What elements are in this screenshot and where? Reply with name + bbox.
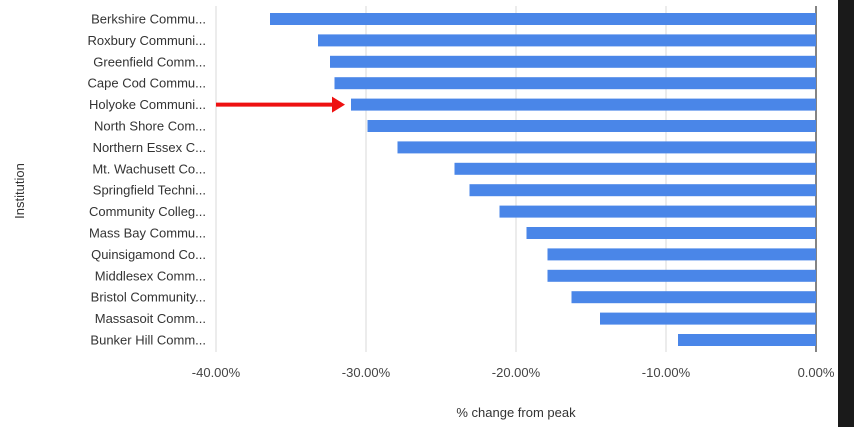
- bar: [318, 34, 816, 47]
- x-tick-label: 0.00%: [798, 365, 835, 380]
- bar: [600, 312, 816, 325]
- x-tick-label: -30.00%: [342, 365, 391, 380]
- category-label: North Shore Com...: [94, 119, 206, 134]
- category-label: Community Colleg...: [89, 204, 206, 219]
- category-label: Holyoke Communi...: [89, 97, 206, 112]
- category-label: Springfield Techni...: [93, 183, 206, 198]
- x-axis-label: % change from peak: [456, 405, 576, 420]
- bars: [270, 13, 816, 346]
- bar: [367, 120, 816, 132]
- bar: [270, 13, 816, 25]
- x-tick-label: -20.00%: [492, 365, 541, 380]
- bar: [351, 98, 816, 111]
- y-axis-label: Institution: [12, 163, 27, 219]
- category-label: Massasoit Comm...: [95, 311, 206, 326]
- category-labels: Berkshire Commu... Roxbury Communi... Gree…: [88, 12, 207, 348]
- category-label: Mt. Wachusett Co...: [92, 161, 206, 176]
- category-label: Bunker Hill Comm...: [90, 333, 206, 348]
- bar: [547, 248, 816, 261]
- annotation: [216, 96, 345, 113]
- bar: [526, 227, 816, 239]
- x-tick-labels: -40.00% -30.00% -20.00% -10.00% 0.00%: [192, 365, 835, 380]
- bar: [330, 55, 816, 68]
- bar: [397, 141, 816, 154]
- bar: [678, 334, 816, 346]
- category-label: Mass Bay Commu...: [89, 226, 206, 241]
- bar: [469, 184, 816, 197]
- category-label: Middlesex Comm...: [95, 268, 206, 283]
- x-tick-label: -10.00%: [642, 365, 691, 380]
- arrow-head: [332, 96, 345, 113]
- bar: [454, 162, 816, 175]
- category-label: Quinsigamond Co...: [91, 247, 206, 262]
- category-label: Roxbury Communi...: [88, 33, 206, 48]
- bar: [334, 77, 816, 90]
- x-tick-label: -40.00%: [192, 365, 241, 380]
- category-label: Northern Essex C...: [93, 140, 206, 155]
- category-label: Bristol Community...: [91, 290, 206, 305]
- category-label: Cape Cod Commu...: [88, 76, 207, 91]
- bar: [499, 205, 816, 218]
- bar: [571, 291, 816, 304]
- category-label: Greenfield Comm...: [93, 54, 206, 69]
- bar: [547, 269, 816, 282]
- category-label: Berkshire Commu...: [91, 12, 206, 27]
- window-edge: [838, 0, 854, 427]
